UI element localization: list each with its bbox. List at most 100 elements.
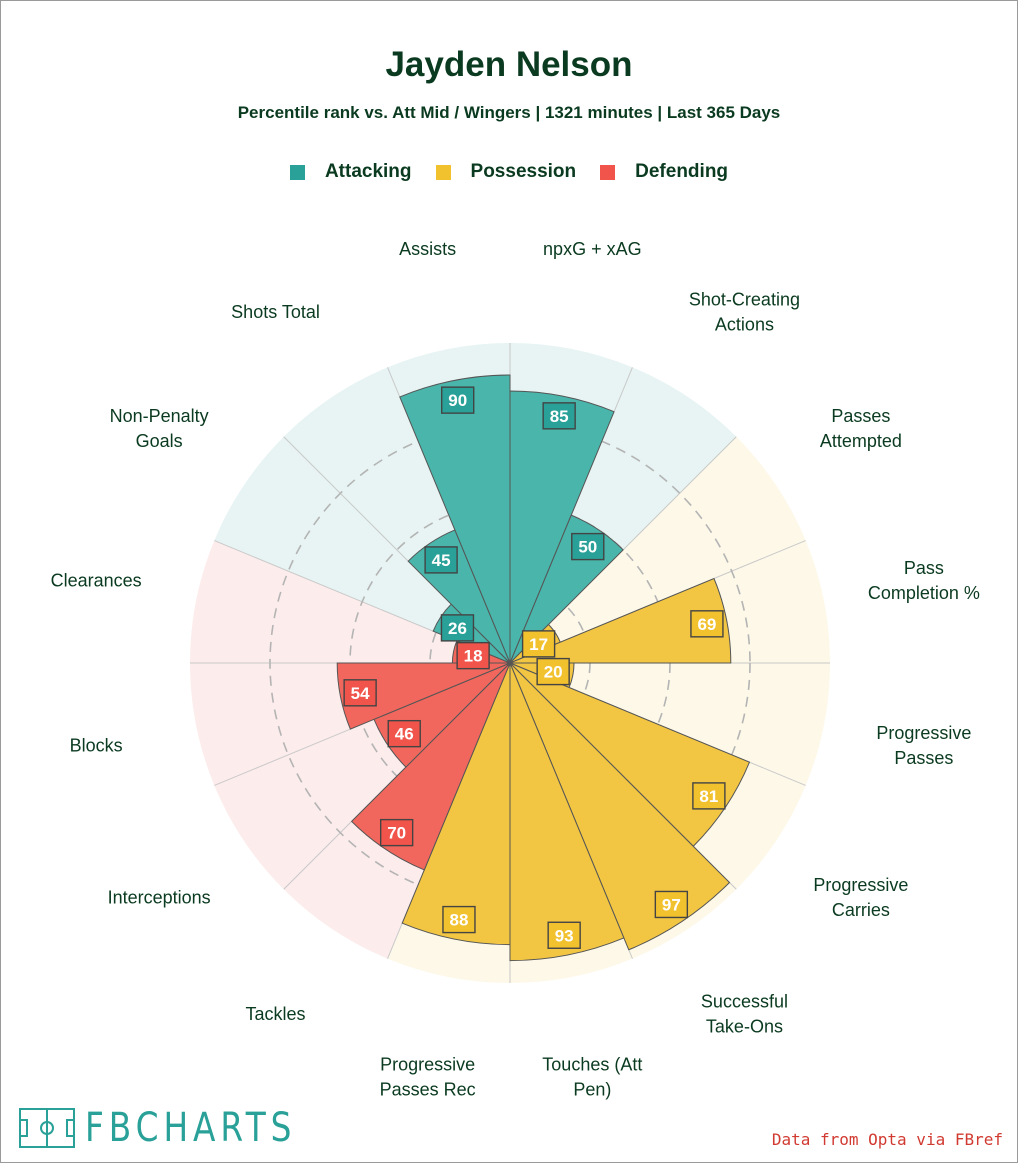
category-label-progressive-passes-rec: Progressive Passes Rec bbox=[380, 1054, 476, 1099]
value-label-progressive-carries: 81 bbox=[699, 787, 718, 806]
category-label-line: Non-Penalty bbox=[110, 406, 209, 426]
bar-pass-completion bbox=[509, 577, 732, 664]
value-box-successful-take-ons bbox=[654, 890, 689, 919]
legend-label-attacking: Attacking bbox=[324, 161, 412, 182]
category-label-line: Take-Ons bbox=[706, 1016, 783, 1036]
category-label-line: npxG + xAG bbox=[543, 239, 642, 259]
pitch-icon bbox=[19, 1108, 75, 1148]
category-label-successful-take-ons: Successful Take-Ons bbox=[701, 991, 788, 1036]
category-label-line: Shot-Creating bbox=[689, 290, 800, 310]
bar-progressive-passes-rec bbox=[401, 662, 511, 946]
value-box-tackles bbox=[379, 818, 414, 847]
value-label-interceptions: 46 bbox=[395, 725, 414, 744]
value-box-passes-attempted bbox=[521, 630, 556, 658]
category-label-line: Passes bbox=[831, 406, 890, 426]
category-label-clearances: Clearances bbox=[51, 571, 142, 591]
logo-text: FBCHARTS bbox=[85, 1105, 297, 1151]
category-label-progressive-carries: Progressive Carries bbox=[813, 875, 908, 920]
legend-item-possession: Possession bbox=[435, 161, 577, 183]
category-label-line: Passes bbox=[894, 748, 953, 768]
category-label-line: Attempted bbox=[820, 431, 902, 451]
value-box-npxg-xag bbox=[542, 402, 576, 430]
category-label-tackles: Tackles bbox=[246, 1004, 306, 1024]
value-label-shots-total: 45 bbox=[432, 551, 451, 570]
value-label-tackles: 70 bbox=[387, 824, 406, 843]
category-label-non-penalty-goals: Non-Penalty Goals bbox=[110, 406, 209, 451]
category-label-line: Assists bbox=[399, 239, 456, 259]
value-label-successful-take-ons: 97 bbox=[662, 895, 681, 914]
category-label-line: Shots Total bbox=[231, 302, 320, 322]
value-label-pass-completion: 69 bbox=[697, 615, 716, 634]
category-label-line: Successful bbox=[701, 991, 788, 1011]
value-box-interceptions bbox=[387, 719, 421, 748]
value-box-shots-total bbox=[424, 546, 458, 574]
bar-assists bbox=[399, 374, 511, 664]
fbcharts-logo: FBCHARTS bbox=[19, 1105, 343, 1151]
chart-subtitle: Percentile rank vs. Att Mid / Wingers | … bbox=[237, 103, 781, 122]
category-label-shot-creating-actions: Shot-Creating Actions bbox=[689, 290, 800, 335]
bar-blocks bbox=[336, 662, 511, 730]
value-box-assists bbox=[441, 386, 475, 414]
value-box-non-penalty-goals bbox=[440, 614, 475, 642]
category-label-line: Blocks bbox=[70, 735, 123, 755]
category-label-interceptions: Interceptions bbox=[108, 887, 211, 907]
legend: Attacking Possession Defending bbox=[1, 161, 1017, 183]
category-label-line: Progressive bbox=[380, 1054, 475, 1074]
bg-sector-passes-attempted bbox=[510, 436, 806, 663]
legend-label-defending: Defending bbox=[635, 161, 729, 182]
bar-touches-att-pen bbox=[509, 662, 625, 962]
legend-item-attacking: Attacking bbox=[289, 161, 412, 183]
value-label-npxg-xag: 85 bbox=[550, 407, 569, 426]
value-label-progressive-passes: 20 bbox=[544, 663, 563, 682]
bg-sector-clearances bbox=[190, 540, 510, 663]
category-label-npxg-xag: npxG + xAG bbox=[543, 239, 642, 259]
category-label-line: Carries bbox=[832, 900, 890, 920]
category-label-touches-att-pen: Touches (Att Pen) bbox=[542, 1054, 642, 1099]
category-label-progressive-passes: Progressive Passes bbox=[876, 723, 971, 768]
bar-successful-take-ons bbox=[509, 662, 731, 951]
value-box-shot-creating-actions bbox=[571, 532, 605, 561]
category-label-line: Progressive bbox=[876, 723, 971, 743]
value-box-touches-att-pen bbox=[547, 921, 581, 949]
category-label-line: Interceptions bbox=[108, 887, 211, 907]
value-label-non-penalty-goals: 26 bbox=[448, 619, 467, 638]
category-label-shots-total: Shots Total bbox=[231, 302, 320, 322]
data-source: Data from Opta via FBref bbox=[771, 1130, 1003, 1149]
legend-swatch-possession bbox=[435, 164, 451, 180]
category-label-line: Completion % bbox=[868, 583, 980, 603]
value-box-blocks bbox=[343, 679, 377, 707]
legend-item-defending: Defending bbox=[600, 161, 728, 183]
category-label-pass-completion: Pass Completion % bbox=[868, 558, 980, 603]
category-label-line: Pen) bbox=[573, 1079, 611, 1099]
bar-tackles bbox=[350, 662, 511, 871]
category-label-blocks: Blocks bbox=[70, 735, 123, 755]
category-label-line: Passes Rec bbox=[380, 1079, 476, 1099]
value-box-clearances bbox=[456, 641, 490, 670]
category-label-line: Touches (Att bbox=[542, 1054, 642, 1074]
category-label-line: Progressive bbox=[813, 875, 908, 895]
chart-title: Jayden Nelson bbox=[385, 45, 633, 84]
legend-swatch-attacking bbox=[289, 164, 305, 180]
value-label-shot-creating-actions: 50 bbox=[578, 538, 597, 557]
value-label-progressive-passes-rec: 88 bbox=[450, 911, 469, 930]
legend-label-possession: Possession bbox=[470, 161, 577, 182]
category-label-line: Tackles bbox=[246, 1004, 306, 1024]
value-box-pass-completion bbox=[690, 610, 724, 638]
value-label-clearances: 18 bbox=[464, 647, 483, 666]
value-box-progressive-passes bbox=[536, 657, 570, 686]
category-label-line: Clearances bbox=[51, 571, 142, 591]
value-label-assists: 90 bbox=[448, 391, 467, 410]
bg-sector-progressive-passes bbox=[510, 663, 830, 786]
category-label-line: Actions bbox=[715, 315, 774, 335]
value-box-progressive-carries bbox=[692, 782, 726, 810]
legend-swatch-defending bbox=[600, 164, 616, 180]
bg-sector-non-penalty-goals bbox=[214, 436, 511, 663]
value-label-touches-att-pen: 93 bbox=[555, 926, 574, 945]
category-label-passes-attempted: Passes Attempted bbox=[820, 406, 902, 451]
category-label-line: Goals bbox=[136, 431, 183, 451]
category-label-assists: Assists bbox=[399, 239, 456, 259]
value-label-passes-attempted: 17 bbox=[529, 635, 548, 654]
value-box-progressive-passes-rec bbox=[442, 905, 476, 934]
